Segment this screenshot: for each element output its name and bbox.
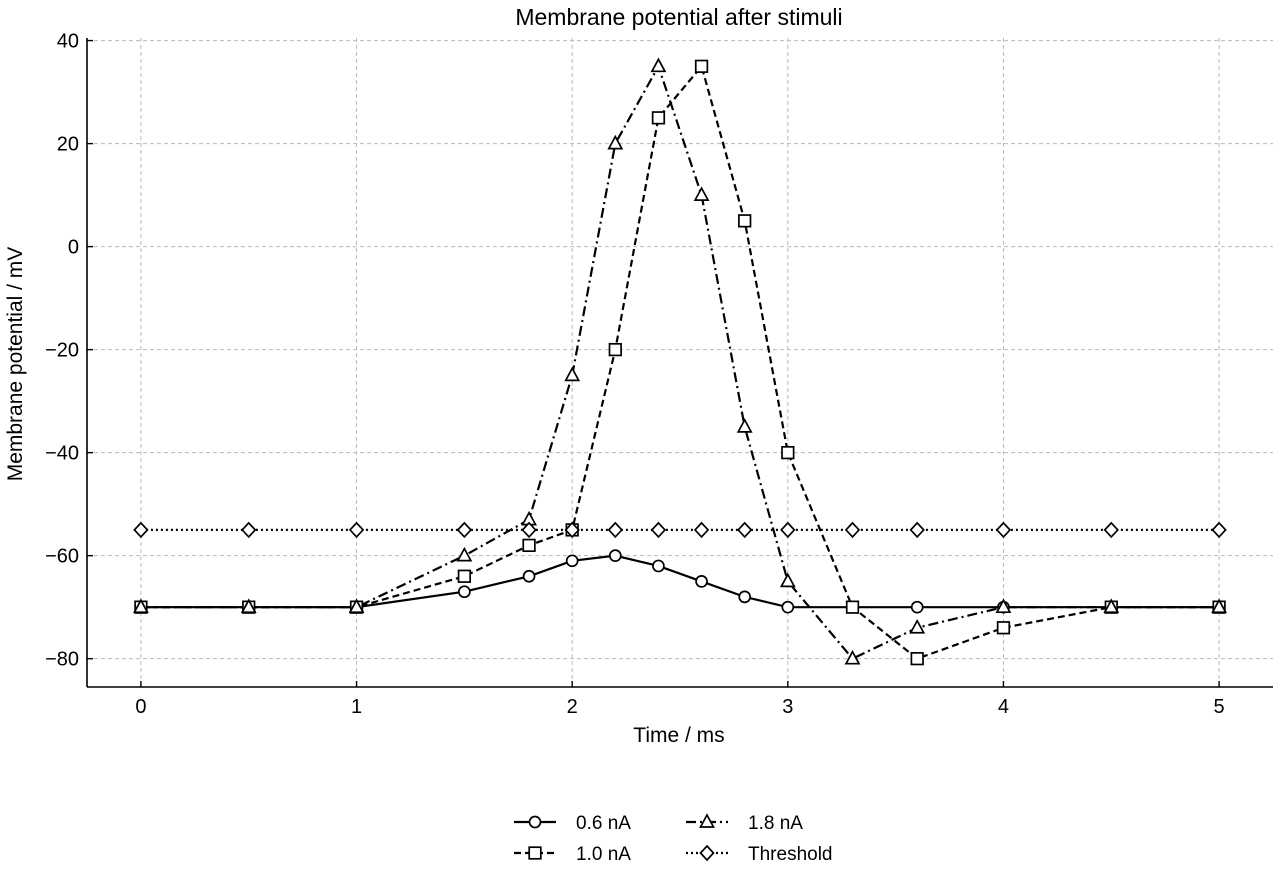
legend-label-1-0-na: 1.0 nA: [576, 844, 631, 865]
chart-title: Membrane potential after stimuli: [515, 4, 842, 30]
data-point-1-0-na-7: [651, 111, 666, 125]
legend-item-threshold: Threshold: [686, 844, 833, 865]
data-point-1-8-na-9: [736, 418, 753, 433]
data-point-0-6-na-10: [781, 600, 795, 614]
legend-label-0-6-na: 0.6 nA: [576, 813, 631, 834]
legend-swatch-marker-1-0-na: [528, 846, 542, 860]
data-point-0-6-na-4: [522, 569, 536, 583]
data-point-1-8-na-3: [456, 546, 473, 562]
y-tick-label-4: 0: [68, 237, 79, 259]
data-point-1-8-na-0: [132, 598, 149, 614]
data-point-threshold-15: [1211, 521, 1227, 539]
data-point-1-0-na-12: [910, 652, 924, 666]
data-point-1-8-na-14: [1103, 598, 1120, 614]
data-point-1-0-na-10: [781, 445, 795, 460]
data-point-1-8-na-8: [693, 186, 710, 201]
y-axis-label: Membrane potential / mV: [4, 247, 27, 482]
data-point-threshold-1: [241, 521, 257, 539]
legend-swatch-marker-0-6-na: [528, 815, 542, 829]
data-point-threshold-5: [564, 521, 580, 539]
series-line-1-0-na: [140, 64, 1220, 660]
data-point-1-8-na-5: [564, 366, 581, 382]
x-tick-label-5: 5: [1214, 696, 1225, 718]
data-point-threshold-8: [693, 521, 710, 539]
legend-swatch-marker-threshold: [699, 844, 715, 862]
legend-item-1-0-na: 1.0 nA: [514, 844, 631, 865]
data-point-threshold-11: [844, 521, 861, 539]
legend-label-threshold: Threshold: [748, 844, 833, 865]
x-tick-label-0: 0: [135, 696, 146, 718]
data-point-threshold-9: [737, 521, 753, 539]
legend: 0.6 nA 1.0 nA 1.8 nA Threshold: [514, 813, 833, 865]
data-point-threshold-3: [456, 521, 473, 539]
data-point-threshold-4: [521, 521, 537, 539]
legend-label-1-8-na: 1.8 nA: [748, 813, 803, 834]
data-point-threshold-2: [348, 521, 365, 539]
data-point-1-8-na-12: [909, 618, 926, 634]
y-tick-label-2: −40: [45, 443, 79, 465]
data-point-threshold-0: [133, 521, 149, 539]
data-point-threshold-6: [607, 521, 623, 539]
legend-item-1-8-na: 1.8 nA: [686, 813, 803, 834]
data-point-1-0-na-11: [845, 600, 860, 614]
data-point-1-8-na-10: [779, 572, 796, 588]
data-point-0-6-na-12: [910, 600, 924, 614]
data-point-1-0-na-8: [694, 59, 709, 73]
series-line-1-8-na: [140, 63, 1220, 661]
y-tick-label-3: −20: [45, 340, 79, 362]
data-point-0-6-na-7: [652, 559, 665, 573]
data-point-0-6-na-6: [608, 549, 622, 563]
data-point-1-0-na-6: [608, 342, 622, 357]
data-point-threshold-12: [909, 521, 925, 539]
data-point-threshold-13: [995, 521, 1012, 539]
data-point-1-8-na-15: [1211, 598, 1228, 614]
data-point-1-0-na-3: [457, 569, 472, 583]
axes-layer: 0 1 2 3 4 5 −80 −60 −40 −20 0 20 40: [45, 31, 1273, 718]
data-point-1-0-na-4: [522, 538, 536, 553]
x-axis-label: Time / ms: [633, 724, 724, 747]
series-line-0-6-na: [140, 554, 1220, 609]
data-point-0-6-na-3: [458, 585, 471, 599]
series-layer: [132, 57, 1228, 666]
data-point-1-8-na-7: [650, 57, 667, 73]
data-point-1-8-na-6: [607, 134, 624, 150]
x-tick-label-3: 3: [782, 696, 793, 718]
data-point-0-6-na-8: [695, 575, 708, 588]
data-point-0-6-na-9: [738, 590, 752, 604]
x-tick-label-4: 4: [998, 696, 1009, 718]
data-point-1-8-na-2: [348, 598, 365, 614]
data-point-1-0-na-13: [996, 621, 1011, 635]
y-tick-label-0: −80: [45, 649, 79, 671]
legend-swatch-marker-1-8-na: [699, 813, 715, 828]
legend-item-0-6-na: 0.6 nA: [514, 813, 631, 834]
data-point-1-8-na-13: [995, 598, 1012, 614]
data-point-threshold-14: [1103, 521, 1119, 539]
grid-layer: [87, 38, 1273, 687]
x-tick-label-2: 2: [567, 696, 578, 718]
y-tick-label-5: 20: [57, 134, 79, 156]
data-point-threshold-10: [780, 521, 796, 539]
data-point-1-8-na-11: [844, 649, 861, 665]
data-point-1-0-na-9: [738, 214, 752, 228]
data-point-threshold-7: [650, 521, 667, 539]
y-tick-label-1: −60: [45, 546, 79, 568]
data-point-0-6-na-5: [565, 554, 579, 568]
x-tick-label-1: 1: [351, 696, 362, 718]
data-point-1-8-na-1: [240, 598, 257, 614]
y-tick-label-6: 40: [57, 31, 79, 53]
